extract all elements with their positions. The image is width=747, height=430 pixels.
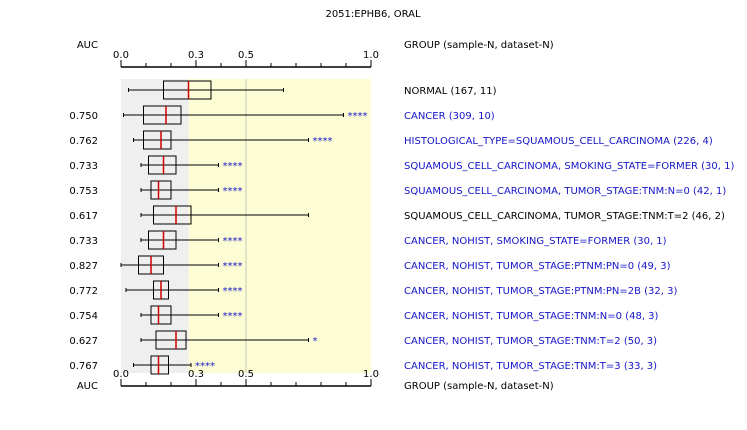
group-label: HISTOLOGICAL_TYPE=SQUAMOUS_CELL_CARCINOM… [404,136,713,147]
iqr-box [143,130,172,150]
iqr-box [150,180,172,200]
iqr-box [163,80,212,100]
boxplot-row: NORMAL (167, 11) [128,80,497,100]
boxplot-row: 0.753 **** SQUAMOUS_CELL_CARCINOMA, TUMOR_… [69,180,726,200]
significance-stars: **** [223,236,243,247]
auc-value: 0.767 [69,361,98,372]
group-label: CANCER, NOHIST, SMOKING_STATE=FORMER (30… [404,236,667,247]
iqr-box [150,305,172,325]
x-axis-bottom-tick-label: 0.0 [113,369,129,380]
group-label: CANCER, NOHIST, TUMOR_STAGE:TNM:T=2 (50,… [404,336,657,347]
group-label: CANCER, NOHIST, TUMOR_STAGE:PTNM:PN=0 (4… [404,261,671,272]
chart-title: 2051:EPHB6, ORAL [325,9,421,20]
x-axis-top-tick-label: 0.0 [113,50,129,61]
significance-stars: **** [223,311,243,322]
auc-header-bottom: AUC [77,381,98,392]
significance-stars: **** [223,161,243,172]
group-header-top: GROUP (sample-N, dataset-N) [404,40,554,51]
x-axis-top-tick-label: 1.0 [363,50,379,61]
group-label: SQUAMOUS_CELL_CARCINOMA, SMOKING_STATE=F… [404,161,734,172]
auc-value: 0.733 [69,161,98,172]
iqr-box [148,230,177,250]
boxplot-row: 0.750 **** CANCER (309, 10) [69,105,495,125]
auc-value: 0.750 [69,111,98,122]
auc-value: 0.733 [69,236,98,247]
x-axis-bottom-tick-label: 0.3 [188,369,204,380]
significance-stars: **** [348,111,368,122]
iqr-box [150,355,169,375]
significance-stars: **** [223,286,243,297]
shaded-region-0 [121,79,189,373]
auc-value: 0.617 [69,211,98,222]
boxplot-row: 0.762 **** HISTOLOGICAL_TYPE=SQUAMOUS_CELL… [69,130,713,150]
group-label: CANCER (309, 10) [404,111,495,122]
auc-value: 0.827 [69,261,98,272]
auc-header-top: AUC [77,40,98,51]
boxplot-row: 0.617 SQUAMOUS_CELL_CARCINOMA, TUMOR_STAG… [69,205,725,225]
auc-value: 0.627 [69,336,98,347]
boxplot-rows: NORMAL (167, 11) 0.750 **** CANCER (309, 10… [69,80,734,375]
shaded-region-1 [188,79,371,373]
boxplot-row: 0.827 **** CANCER, NOHIST, TUMOR_STAGE:PTN… [69,255,671,275]
significance-stars: **** [223,186,243,197]
auc-value: 0.753 [69,186,98,197]
boxplot-row: 0.754 **** CANCER, NOHIST, TUMOR_STAGE:TNM… [69,305,659,325]
boxplot-row: 0.733 **** CANCER, NOHIST, SMOKING_STATE=F… [69,230,667,250]
x-axis-bottom: 0.0 0.3 0.5 1.0 [113,369,379,387]
iqr-box [155,330,187,350]
x-axis-bottom-tick-label: 0.5 [238,369,254,380]
x-axis-top-tick-label: 0.5 [238,50,254,61]
group-label: CANCER, NOHIST, TUMOR_STAGE:TNM:T=3 (33,… [404,361,657,372]
group-label: CANCER, NOHIST, TUMOR_STAGE:TNM:N=0 (48,… [404,311,659,322]
significance-stars: **** [223,261,243,272]
auc-value: 0.762 [69,136,98,147]
boxplot-row: 0.733 **** SQUAMOUS_CELL_CARCINOMA, SMOKIN… [69,155,734,175]
group-label: SQUAMOUS_CELL_CARCINOMA, TUMOR_STAGE:TNM… [404,186,726,197]
group-header-bottom: GROUP (sample-N, dataset-N) [404,381,554,392]
boxplot-row: 0.627 * CANCER, NOHIST, TUMOR_STAGE:TNM:T=… [69,330,657,350]
boxplot-row: 0.772 **** CANCER, NOHIST, TUMOR_STAGE:PTN… [69,280,677,300]
significance-stars: **** [195,361,215,372]
group-label: SQUAMOUS_CELL_CARCINOMA, TUMOR_STAGE:TNM… [404,211,725,222]
x-axis-top: 0.0 0.3 0.5 1.0 [113,50,379,68]
significance-stars: * [313,336,318,347]
group-label: NORMAL (167, 11) [404,86,497,97]
iqr-box [153,205,192,225]
auc-value: 0.772 [69,286,98,297]
x-axis-bottom-tick-label: 1.0 [363,369,379,380]
x-axis-top-tick-label: 0.3 [188,50,204,61]
auc-value: 0.754 [69,311,98,322]
shaded-regions [121,79,371,373]
significance-stars: **** [313,136,333,147]
group-label: CANCER, NOHIST, TUMOR_STAGE:PTNM:PN=2B (… [404,286,677,297]
boxplot-row: 0.767 **** CANCER, NOHIST, TUMOR_STAGE:TNM… [69,355,657,375]
iqr-box [148,155,177,175]
iqr-box [143,105,182,125]
